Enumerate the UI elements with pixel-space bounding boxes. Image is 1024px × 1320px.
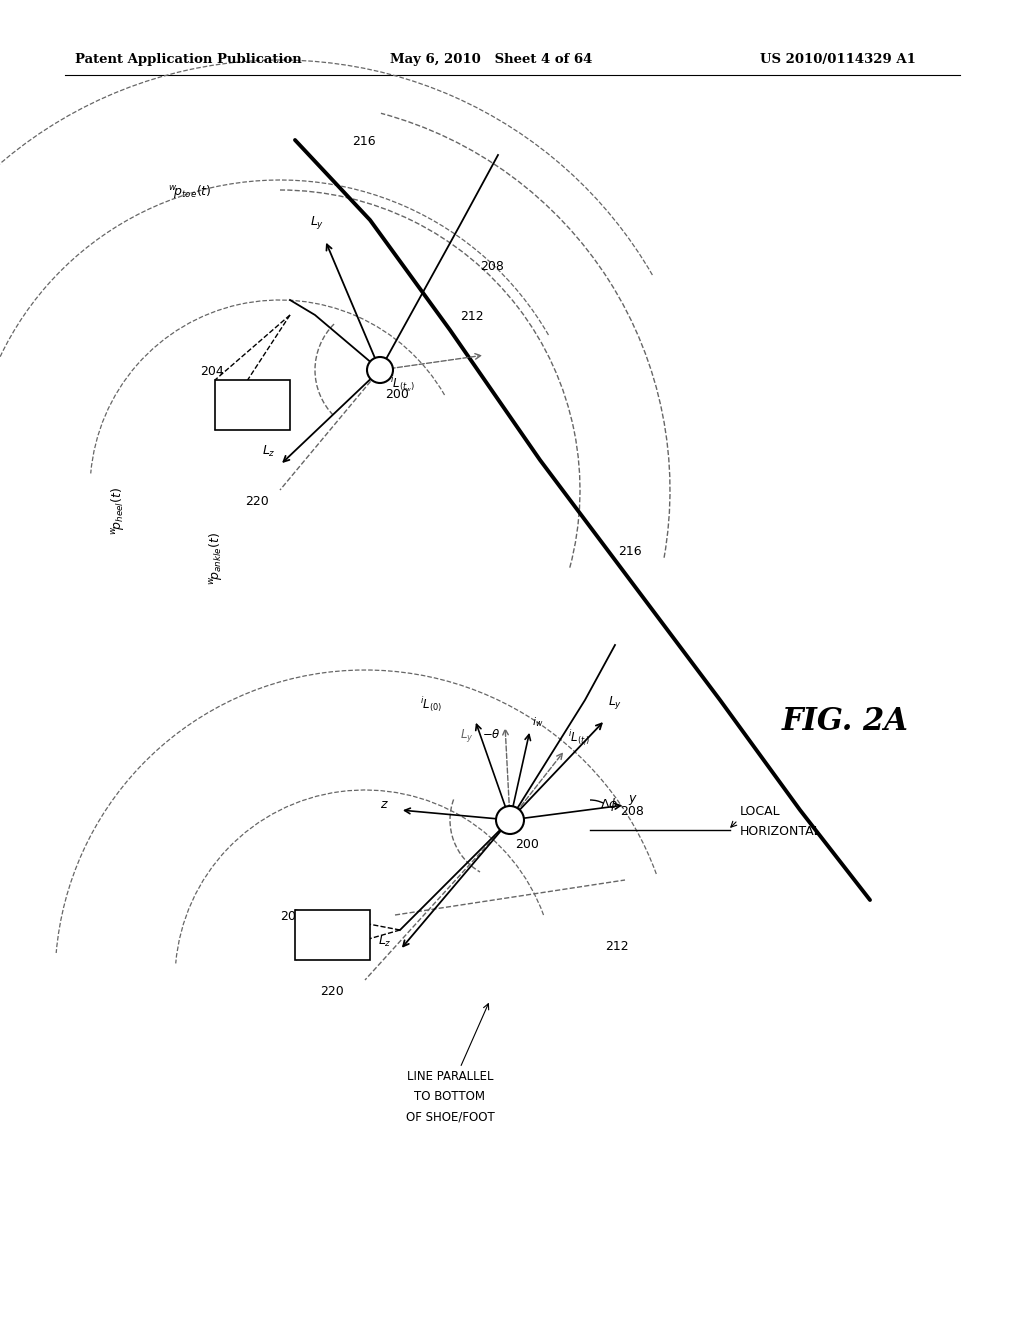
Text: ${}^w\!p_{ankle}(t)$: ${}^w\!p_{ankle}(t)$ [207,532,223,585]
Text: May 6, 2010   Sheet 4 of 64: May 6, 2010 Sheet 4 of 64 [390,54,592,66]
Text: 204: 204 [280,909,304,923]
Text: LOCAL: LOCAL [740,805,780,818]
Text: 208: 208 [480,260,504,273]
Text: 204: 204 [200,366,224,378]
Text: $i_w$: $i_w$ [532,715,544,729]
Text: $L_z$: $L_z$ [378,935,392,949]
Text: ${}^{i}L_{(0)}$: ${}^{i}L_{(0)}$ [420,696,442,715]
Text: LINE PARALLEL: LINE PARALLEL [407,1071,494,1082]
Text: $-\theta$: $-\theta$ [482,729,501,741]
Text: 212: 212 [460,310,483,323]
Text: 200: 200 [515,838,539,851]
Text: 212: 212 [605,940,629,953]
Text: OF SHOE/FOOT: OF SHOE/FOOT [406,1110,495,1123]
Text: Patent Application Publication: Patent Application Publication [75,54,302,66]
Text: y: y [628,792,635,805]
Text: $L_y$: $L_y$ [460,727,473,744]
Text: ${}^{i}L_{(t_w)}$: ${}^{i}L_{(t_w)}$ [390,374,415,393]
Bar [295,909,370,960]
Text: 220: 220 [319,985,344,998]
Text: TO BOTTOM: TO BOTTOM [415,1090,485,1104]
Text: $L_y$: $L_y$ [608,694,623,711]
Text: 216: 216 [618,545,642,558]
Text: ${}^w\!p_{heel}(t)$: ${}^w\!p_{heel}(t)$ [110,487,127,535]
Text: z: z [380,799,386,810]
Text: 200: 200 [385,388,409,401]
Circle shape [496,807,524,834]
Circle shape [367,356,393,383]
Text: 216: 216 [352,135,376,148]
Text: $L_y$: $L_y$ [310,214,325,231]
Text: 220: 220 [245,495,268,508]
Text: $\Delta\phi$: $\Delta\phi$ [600,796,618,813]
Text: ${}^{i}L_{(t_i)}$: ${}^{i}L_{(t_i)}$ [568,729,590,747]
Text: $L_z$: $L_z$ [262,444,275,459]
Text: HORIZONTAL: HORIZONTAL [740,825,821,838]
Bar [215,380,290,430]
Text: ${}^w\!p_{toe}(t)$: ${}^w\!p_{toe}(t)$ [168,183,212,201]
Text: 208: 208 [620,805,644,818]
Text: US 2010/0114329 A1: US 2010/0114329 A1 [760,54,915,66]
Text: FIG. 2A: FIG. 2A [781,706,908,737]
